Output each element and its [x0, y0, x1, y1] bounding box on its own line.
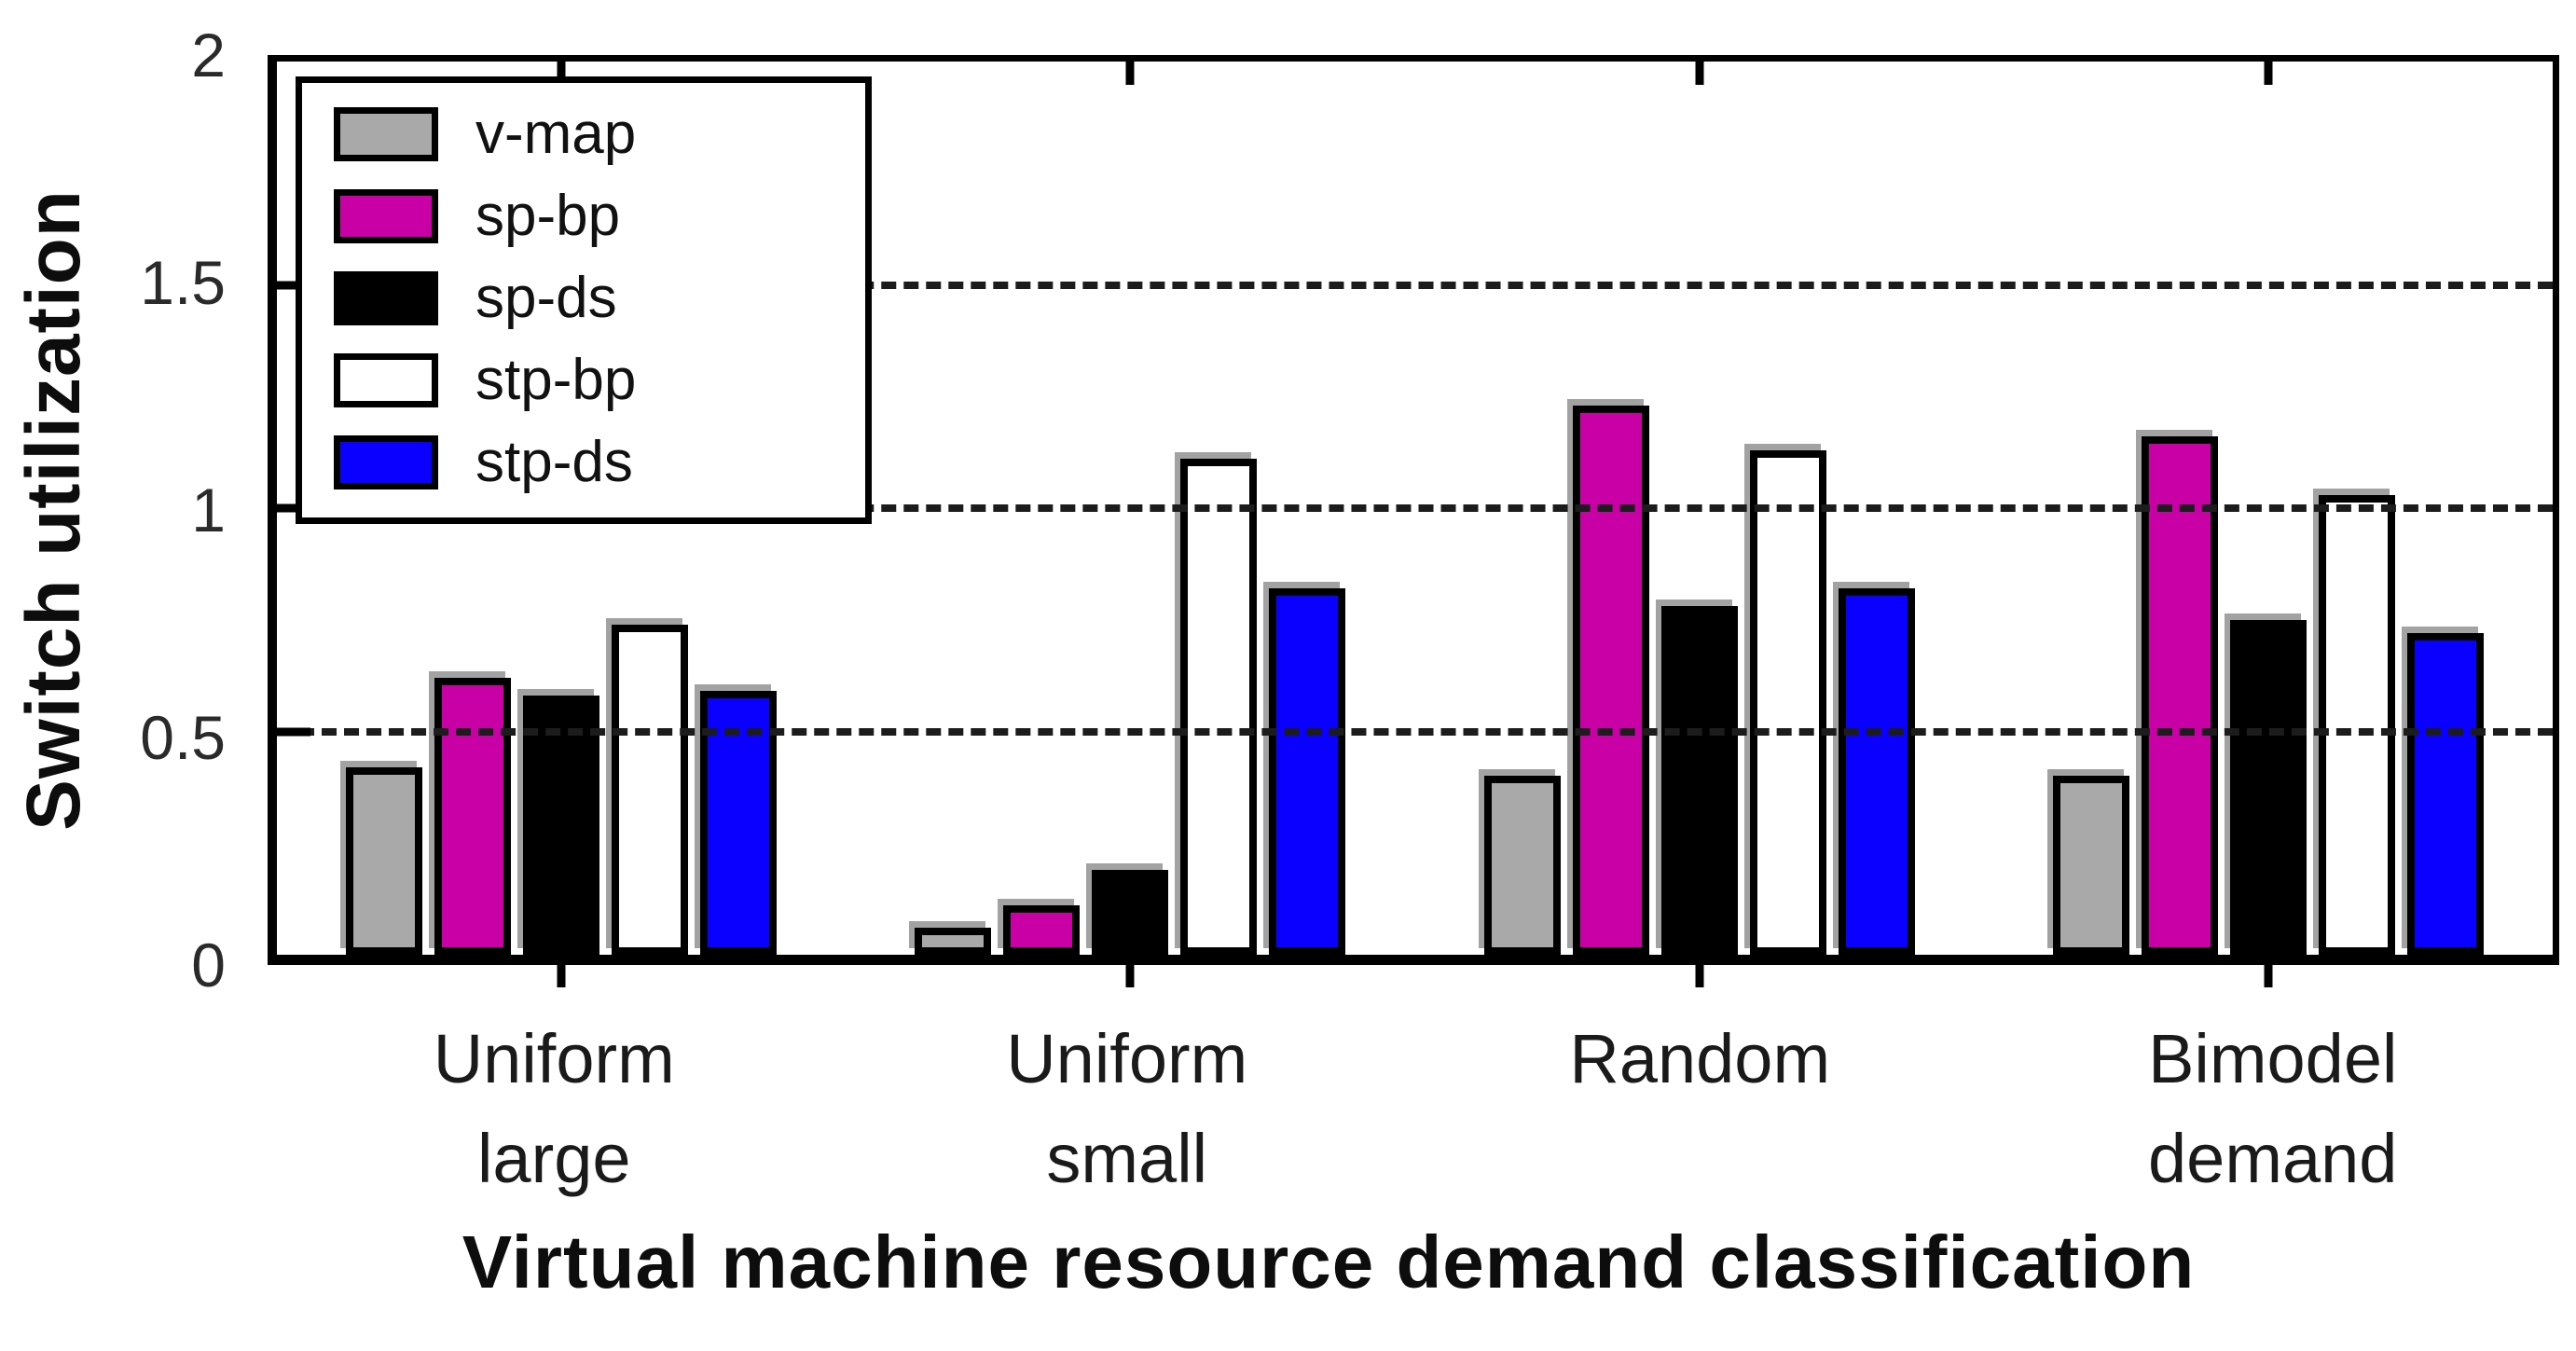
legend-swatch-sp-bp [334, 189, 438, 243]
bar-sp-ds-group2 [1660, 606, 1738, 955]
x-tick-bottom-0 [557, 965, 566, 987]
legend-label-sp-ds: sp-ds [475, 266, 617, 330]
bar-group-2 [1415, 62, 1984, 955]
legend-row-sp-bp: sp-bp [334, 187, 837, 245]
bar-sp-ds-group1 [1092, 870, 1169, 955]
bar-sp-bp-group2 [1572, 405, 1649, 955]
bar-sp-ds-group0 [523, 696, 600, 955]
bar-sp-bp-group0 [434, 678, 512, 955]
gridline-0.5 [277, 727, 2553, 736]
x-tick-top-1 [1125, 62, 1135, 85]
category-label-1: Uniform small [1006, 1020, 1248, 1198]
y-tick-label-1: 1 [191, 476, 226, 545]
category-label-2: Random [1569, 1020, 1831, 1097]
x-tick-bottom-1 [1125, 965, 1135, 987]
bar-stp-bp-group1 [1180, 459, 1258, 955]
bar-group-3 [1984, 62, 2553, 955]
legend-row-stp-ds: stp-ds [334, 434, 837, 491]
legend-label-v-map: v-map [475, 102, 637, 166]
bars-layer [277, 62, 2553, 955]
bar-stp-bp-group3 [2318, 494, 2395, 955]
bar-v-map-group0 [346, 766, 423, 955]
legend-label-sp-bp: sp-bp [475, 184, 621, 248]
bar-stp-ds-group1 [1269, 588, 1346, 955]
x-tick-top-0 [557, 62, 566, 85]
x-tick-top-2 [1695, 62, 1704, 85]
y-tick-mark-0.5 [277, 727, 310, 736]
category-label-3: Bimodel demand [2148, 1020, 2398, 1198]
y-tick-label-2: 2 [191, 21, 226, 90]
bar-stp-bp-group0 [612, 624, 689, 955]
legend-swatch-stp-bp [334, 353, 438, 407]
bar-v-map-group1 [915, 928, 992, 955]
y-tick-mark-1.5 [277, 281, 310, 289]
category-label-0: Uniform large [433, 1020, 675, 1198]
legend-row-sp-ds: sp-ds [334, 269, 837, 327]
y-tick-label-1.5: 1.5 [140, 248, 226, 317]
legend-label-stp-bp: stp-bp [475, 348, 637, 412]
gridline-1 [277, 504, 2553, 512]
x-axis-title: Virtual machine resource demand classifi… [461, 1220, 2196, 1303]
bar-sp-ds-group3 [2229, 619, 2307, 955]
legend-swatch-v-map [334, 107, 438, 161]
y-tick-label-0: 0 [191, 931, 226, 999]
bar-sp-bp-group3 [2141, 436, 2218, 955]
category-labels: Uniform large Uniform small Random Bimodel … [268, 1009, 2559, 1209]
bar-v-map-group2 [1483, 776, 1561, 955]
legend-row-stp-bp: stp-bp [334, 352, 837, 409]
legend-entries: v-map sp-bp sp-ds stp-bp stp-ds [334, 105, 837, 491]
plot-area: v-map sp-bp sp-ds stp-bp stp-ds [268, 55, 2559, 987]
bar-sp-bp-group1 [1003, 905, 1081, 955]
bar-stp-ds-group2 [1838, 588, 1915, 955]
bar-stp-ds-group3 [2406, 633, 2484, 955]
bar-v-map-group3 [2052, 776, 2129, 955]
bar-stp-bp-group2 [1749, 449, 1826, 955]
bar-group-1 [846, 62, 1414, 955]
gridline-1.5 [277, 281, 2553, 289]
legend-row-v-map: v-map [334, 105, 837, 163]
x-tick-top-3 [2264, 62, 2273, 85]
legend-label-stp-ds: stp-ds [475, 430, 633, 494]
legend: v-map sp-bp sp-ds stp-bp stp-ds [296, 76, 872, 524]
legend-swatch-stp-ds [334, 435, 438, 489]
x-tick-bottom-2 [1695, 965, 1704, 987]
y-tick-label-0.5: 0.5 [140, 703, 226, 772]
y-tick-mark-1 [277, 503, 310, 513]
y-tick-labels: 0 0.5 1 1.5 2 [0, 24, 239, 996]
legend-swatch-sp-ds [334, 271, 438, 325]
x-tick-bottom-3 [2264, 965, 2273, 987]
